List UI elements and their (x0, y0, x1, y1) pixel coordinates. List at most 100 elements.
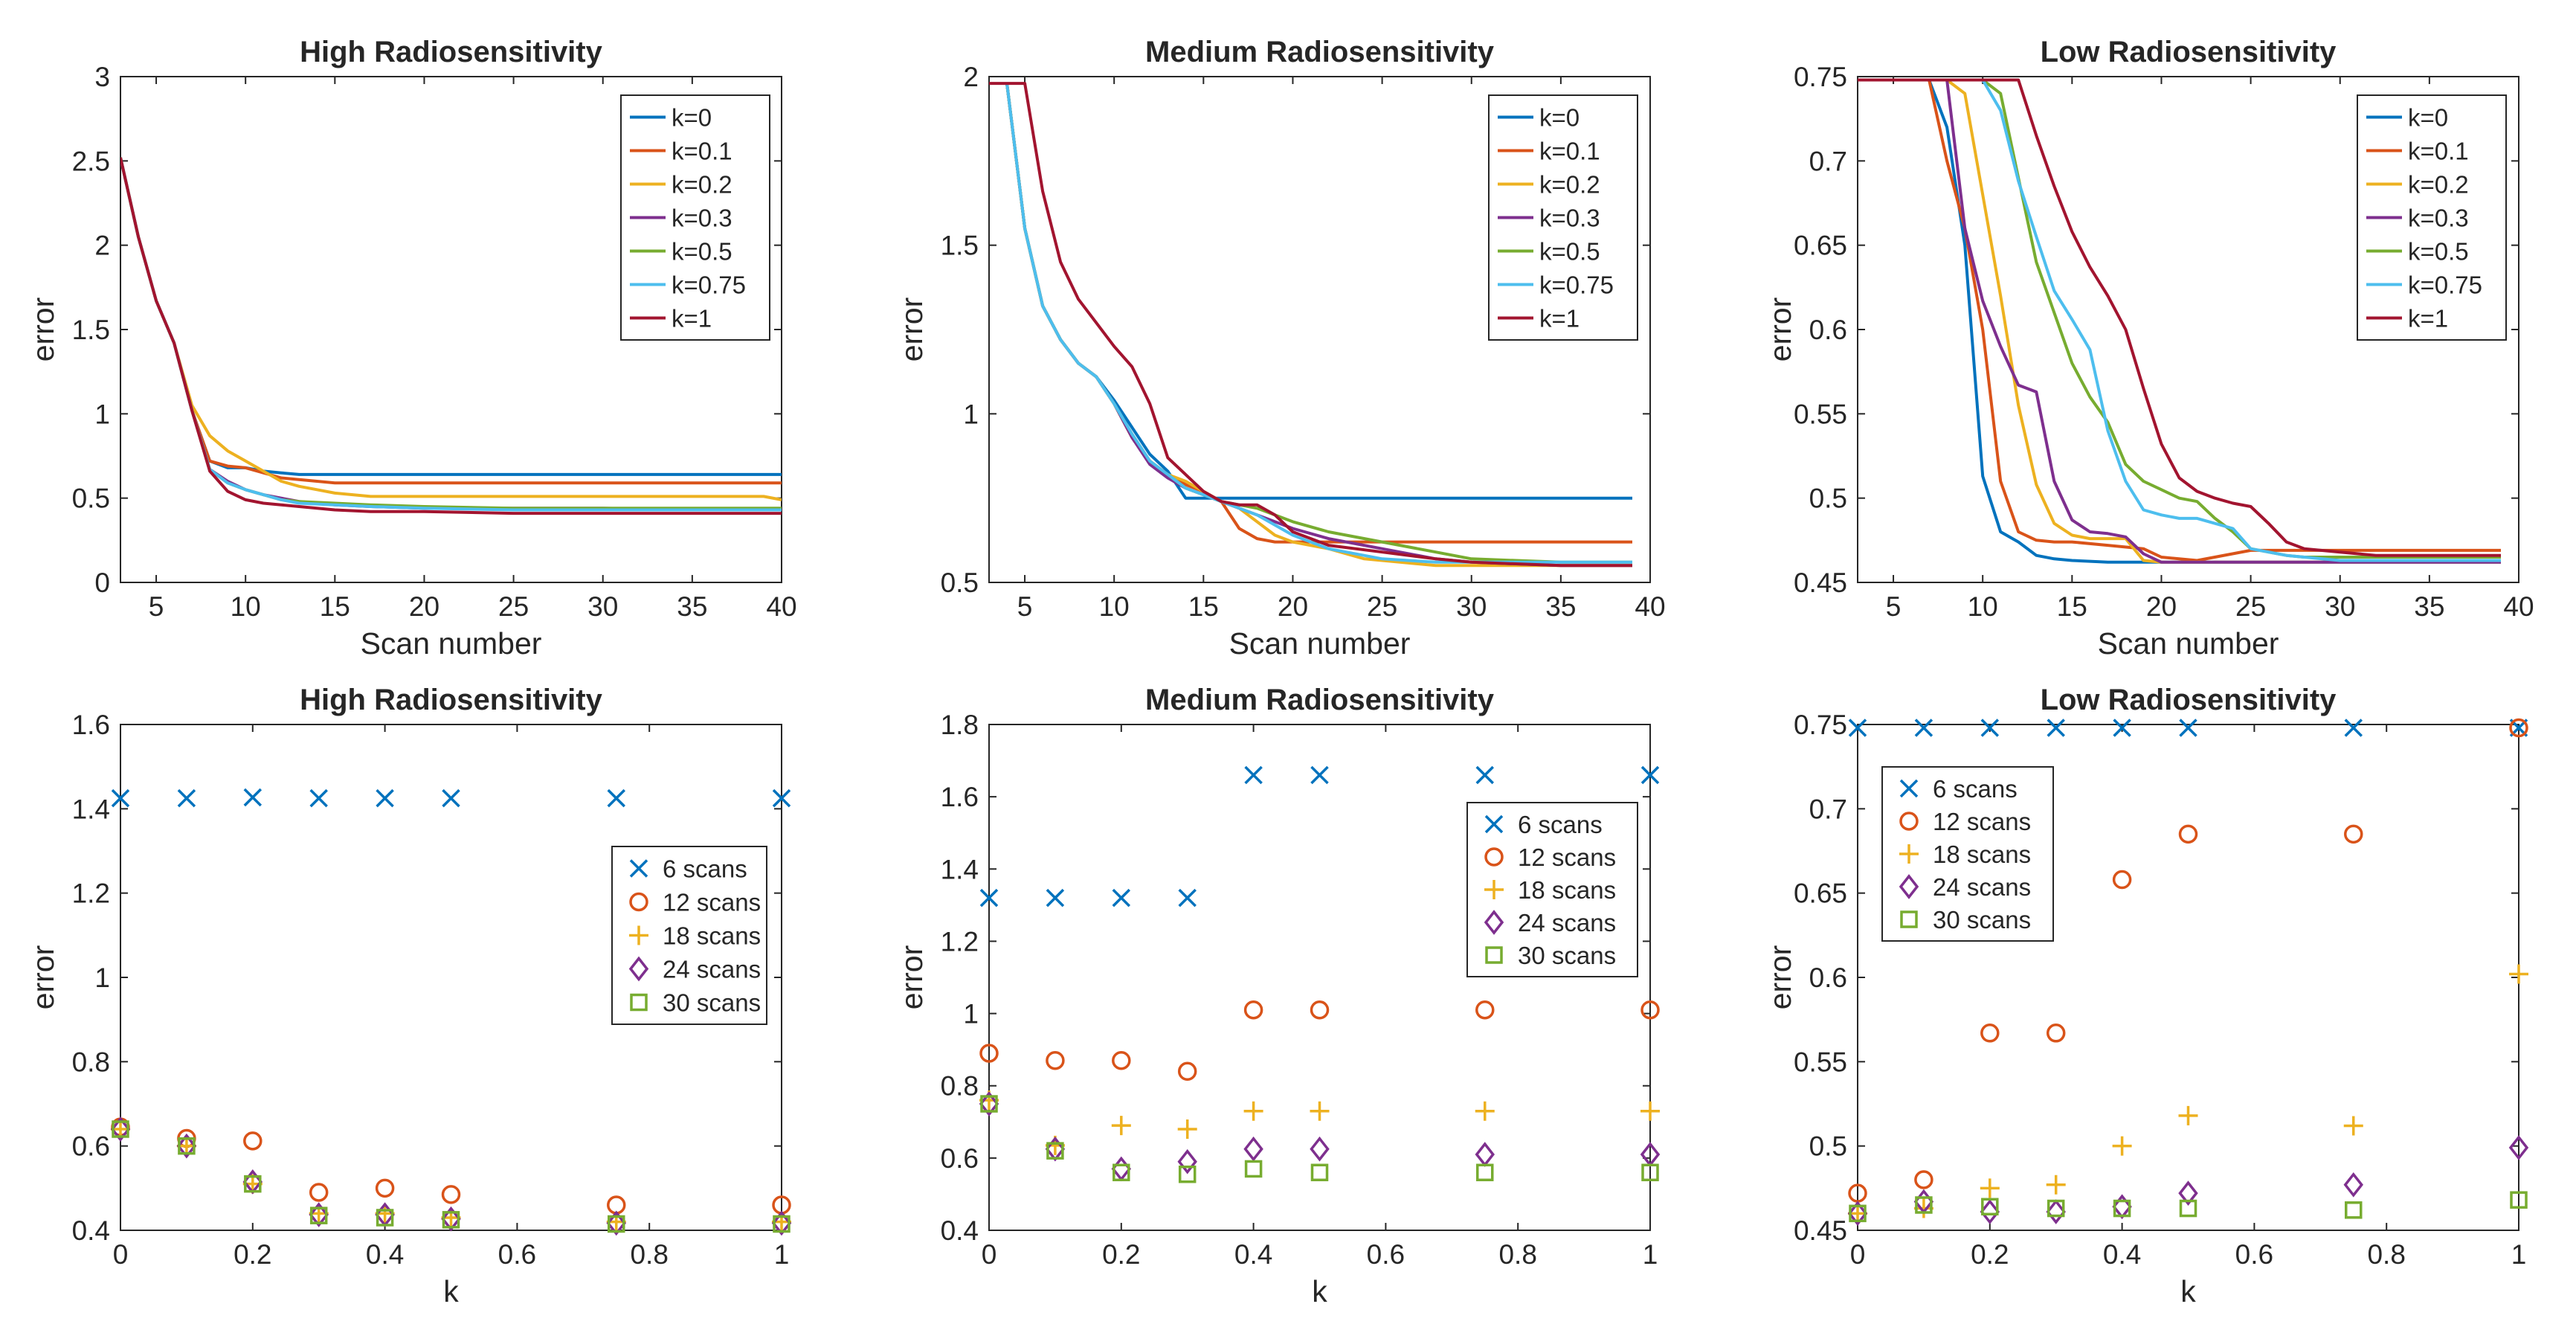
data-point (2113, 719, 2131, 737)
y-tick-label: 1.5 (941, 231, 979, 261)
legend-marker (1899, 844, 1919, 864)
data-point (2046, 1024, 2066, 1043)
legend: 6 scans 12 scans 18 scans 24 scans 30 scans (1881, 766, 2054, 942)
y-axis-label: error (895, 298, 929, 362)
x-tick-label: 35 (677, 591, 707, 622)
legend-entry: k=1 (2408, 305, 2448, 332)
x-tick-label: 10 (1099, 591, 1130, 622)
chart-low-radiosensitivity-line: Low Radiosensitivity Scan number error 5… (1763, 36, 2534, 661)
legend-entry: 18 scans (663, 922, 761, 950)
y-tick-label: 1.6 (941, 782, 979, 812)
data-point (1640, 1101, 1660, 1121)
x-tick-label: 5 (1886, 591, 1902, 622)
x-tick-label: 0.8 (630, 1239, 668, 1270)
data-point (1243, 1136, 1263, 1162)
data-point (309, 1183, 329, 1202)
legend-entry: k=0.3 (2408, 205, 2469, 232)
y-tick-label: 0.4 (72, 1215, 110, 1246)
data-point (376, 1209, 394, 1227)
data-point (110, 1116, 131, 1142)
data-point (2112, 1136, 2132, 1156)
legend-marker (1900, 910, 1918, 928)
legend-entry: 6 scans (663, 855, 747, 883)
y-axis-label: error (1763, 945, 1797, 1010)
y-tick-label: 1 (94, 963, 110, 993)
data-point (1915, 1196, 1933, 1214)
x-tick-label: 0.4 (366, 1239, 404, 1270)
data-point (177, 788, 196, 808)
y-tick-label: 0.4 (941, 1215, 979, 1246)
chart-medium-radiosensitivity-line: Medium Radiosensitivity Scan number erro… (895, 36, 1666, 661)
data-point (441, 1185, 461, 1204)
data-point (1981, 1198, 1999, 1216)
data-point (309, 1206, 328, 1224)
chart-title: High Radiosensitivity (300, 36, 602, 68)
x-tick-label: 20 (1278, 591, 1308, 622)
x-tick-label: 0.6 (498, 1239, 536, 1270)
data-point (607, 788, 625, 808)
series-line-6 (989, 82, 1632, 568)
y-tick-label: 1.6 (72, 710, 110, 740)
data-point (1112, 1163, 1130, 1182)
data-point (2178, 1180, 2198, 1206)
data-point (1111, 1116, 1131, 1136)
data-point (441, 1206, 461, 1232)
legend-entry: 24 scans (663, 956, 761, 983)
data-point (2508, 1135, 2529, 1160)
x-tick-label: 25 (2235, 591, 2266, 622)
x-tick-label: 0 (982, 1239, 997, 1270)
legend-entry: k=0 (672, 104, 712, 132)
y-tick-label: 0.6 (941, 1143, 979, 1174)
legend-entry: k=1 (672, 305, 712, 332)
data-point (1177, 1119, 1197, 1139)
data-point (1310, 765, 1329, 785)
legend-entry: 18 scans (1518, 876, 1616, 904)
data-point (1475, 1000, 1495, 1020)
legend-marker (1899, 874, 1919, 899)
data-point (2345, 1201, 2363, 1219)
y-tick-label: 0.7 (1809, 794, 1847, 824)
x-tick-label: 30 (587, 591, 618, 622)
data-point (1475, 1101, 1495, 1121)
data-point (1178, 1165, 1197, 1183)
data-point (2509, 718, 2528, 738)
data-point (243, 788, 263, 807)
data-point (442, 788, 460, 808)
legend-entry: k=0.2 (2408, 171, 2469, 199)
y-tick-label: 1.4 (72, 794, 110, 824)
legend-entry: k=0.5 (1539, 238, 1600, 266)
x-tick-label: 1 (2511, 1239, 2527, 1270)
legend-entry: k=0.2 (672, 171, 732, 199)
legend-entry: k=0.5 (672, 238, 732, 266)
x-tick-label: 40 (1635, 591, 1665, 622)
y-tick-label: 1.5 (72, 315, 110, 345)
legend-entry: k=1 (1539, 305, 1580, 332)
x-tick-label: 0.8 (2367, 1239, 2405, 1270)
data-point (1177, 1061, 1197, 1082)
y-tick-label: 2 (963, 62, 979, 92)
data-point (244, 1175, 262, 1193)
data-point (178, 1137, 196, 1155)
data-point (1310, 1136, 1330, 1162)
legend-marker (629, 859, 648, 878)
data-point (2344, 719, 2363, 737)
legend-marker (629, 925, 648, 945)
x-tick-label: 10 (231, 591, 261, 622)
x-axis-label: Scan number (361, 626, 542, 661)
x-tick-label: 10 (1968, 591, 1998, 622)
data-point (2178, 824, 2198, 844)
y-tick-label: 2 (94, 231, 110, 261)
data-point (1980, 719, 2000, 737)
data-point (773, 1215, 790, 1233)
data-point (2046, 1199, 2066, 1224)
data-point (980, 1095, 998, 1113)
y-tick-label: 1.4 (941, 854, 979, 884)
y-tick-label: 0.75 (1794, 710, 1847, 740)
series-line-1 (1858, 78, 2501, 562)
y-tick-label: 2.5 (72, 146, 110, 176)
y-tick-label: 0.55 (1794, 1047, 1847, 1077)
x-tick-label: 15 (320, 591, 350, 622)
x-tick-label: 30 (1456, 591, 1487, 622)
legend-entry: k=0.75 (672, 271, 746, 299)
y-tick-label: 1.8 (941, 710, 979, 740)
